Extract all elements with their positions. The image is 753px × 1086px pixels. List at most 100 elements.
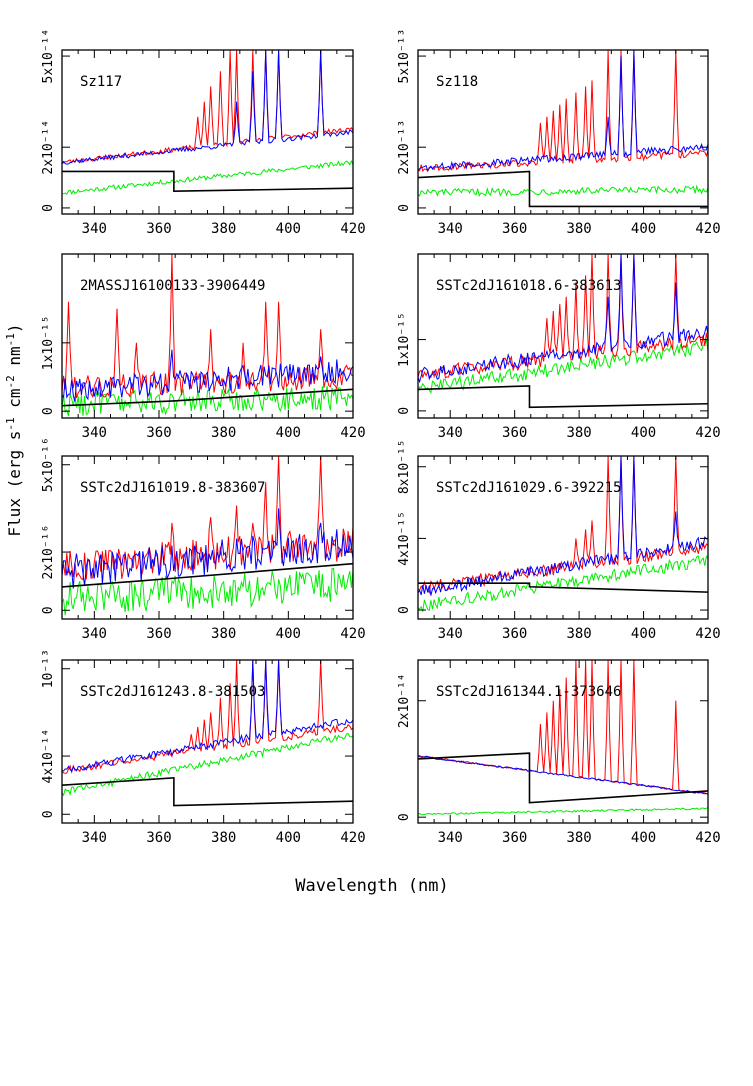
x-tick-label: 400 <box>631 221 656 237</box>
chart-panel: 340 360 380 400 420 0 4x10⁻¹⁴ 10⁻¹³ SSTc2dJ16124… <box>41 649 366 846</box>
series-group <box>418 456 708 612</box>
y-tick-label: 0 <box>397 204 412 212</box>
x-tick-label: 360 <box>146 425 171 441</box>
panel-title: SSTc2dJ161243.8-381503 <box>80 684 265 700</box>
y-tick-label: 2x10⁻¹⁴ <box>41 120 56 175</box>
y-tick-label: 4x10⁻¹⁴ <box>41 729 56 784</box>
series-line-blue <box>418 254 708 384</box>
x-tick-label: 420 <box>695 626 720 642</box>
chart-panel: 340 360 380 400 420 0 1x10⁻¹⁵ 2MASSJ16100133-39… <box>41 253 366 441</box>
y-tick-label: 0 <box>41 810 56 818</box>
x-tick-label: 400 <box>631 425 656 441</box>
panel-title: 2MASSJ16100133-3906449 <box>80 278 265 294</box>
series-group <box>62 456 353 616</box>
y-tick-label: 4x10⁻¹⁵ <box>397 511 412 566</box>
y-label-sup: -1 <box>4 333 17 346</box>
x-tick-label: 380 <box>566 830 591 846</box>
x-tick-label: 400 <box>276 830 301 846</box>
series-line-blue <box>418 456 708 596</box>
series-line-blue <box>62 50 353 165</box>
x-tick-label: 360 <box>502 830 527 846</box>
series-line-green <box>62 732 353 797</box>
chart-panel: 340 360 380 400 420 0 2x10⁻¹³ 5x10⁻¹³ Sz118 <box>397 29 721 237</box>
x-tick-label: 400 <box>631 830 656 846</box>
x-tick-label: 400 <box>631 626 656 642</box>
panel-title: SSTc2dJ161344.1-373646 <box>436 684 621 700</box>
x-tick-label: 360 <box>502 626 527 642</box>
series-line-blue <box>418 755 708 795</box>
y-label-part: ) <box>5 323 24 333</box>
x-tick-label: 400 <box>276 425 301 441</box>
panel-title: Sz117 <box>80 74 122 90</box>
series-line-green <box>418 184 708 198</box>
x-tick-label: 360 <box>146 626 171 642</box>
x-tick-label: 360 <box>146 830 171 846</box>
chart-panel: 340 360 380 400 420 0 1x10⁻¹⁵ SSTc2dJ161018.6-3… <box>397 253 721 441</box>
y-tick-label: 0 <box>41 407 56 415</box>
series-line-blue <box>418 50 708 172</box>
model-line <box>62 388 353 407</box>
model-line <box>418 752 708 804</box>
x-tick-label: 380 <box>566 425 591 441</box>
x-tick-label: 380 <box>566 221 591 237</box>
x-tick-label: 340 <box>82 626 107 642</box>
x-tick-label: 420 <box>695 830 720 846</box>
y-tick-label: 0 <box>41 606 56 614</box>
x-tick-label: 380 <box>211 626 236 642</box>
series-group <box>418 254 708 409</box>
series-group <box>418 660 708 816</box>
series-line-green <box>418 807 708 816</box>
model-line <box>62 170 353 193</box>
chart-panel: 340 360 380 400 420 0 2x10⁻¹⁶ 5x10⁻¹⁶ SSTc2dJ161… <box>41 437 366 642</box>
y-tick-label: 0 <box>397 606 412 614</box>
y-tick-label: 1x10⁻¹⁵ <box>397 312 412 367</box>
x-tick-label: 340 <box>82 425 107 441</box>
y-tick-label: 5x10⁻¹³ <box>397 29 412 84</box>
y-tick-label: 0 <box>41 204 56 212</box>
series-group <box>62 50 353 196</box>
model-line <box>62 562 353 588</box>
x-tick-label: 420 <box>340 626 365 642</box>
series-line-blue <box>62 349 353 402</box>
x-tick-label: 340 <box>438 221 463 237</box>
y-tick-label: 5x10⁻¹⁶ <box>41 437 56 492</box>
x-tick-label: 420 <box>695 425 720 441</box>
y-tick-label: 5x10⁻¹⁴ <box>41 29 56 84</box>
model-line <box>418 582 708 593</box>
y-label-part: cm <box>5 388 24 417</box>
x-tick-label: 340 <box>438 830 463 846</box>
series-line-red <box>62 50 353 165</box>
x-tick-label: 400 <box>276 221 301 237</box>
x-tick-label: 340 <box>82 830 107 846</box>
panel-title: SSTc2dJ161029.6-392215 <box>436 480 621 496</box>
x-tick-label: 340 <box>438 425 463 441</box>
y-tick-label: 2x10⁻¹³ <box>397 120 412 175</box>
y-label-part: nm <box>5 346 24 375</box>
series-line-red <box>62 660 353 774</box>
panels: 340 360 380 400 420 0 2x10⁻¹⁴ 5x10⁻¹⁴ Sz117 340 36… <box>41 29 721 846</box>
series-line-green <box>62 159 353 196</box>
y-tick-label: 8x10⁻¹⁵ <box>397 439 412 494</box>
x-tick-label: 360 <box>146 221 171 237</box>
model-line <box>62 777 353 807</box>
series-line-green <box>62 385 353 417</box>
x-tick-label: 420 <box>695 221 720 237</box>
x-tick-label: 340 <box>438 626 463 642</box>
model-line <box>418 385 708 409</box>
x-tick-label: 420 <box>340 221 365 237</box>
series-group <box>418 50 708 208</box>
y-tick-label: 2x10⁻¹⁶ <box>41 525 56 580</box>
y-label-sup: -2 <box>4 375 17 388</box>
y-tick-label: 0 <box>397 813 412 821</box>
series-group <box>62 254 353 417</box>
y-tick-label: 2x10⁻¹⁴ <box>397 673 412 728</box>
series-line-green <box>62 567 353 616</box>
series-line-blue <box>62 508 353 589</box>
y-axis-label: Flux (erg s-1 cm-2 nm-1) <box>4 323 24 536</box>
y-tick-label: 0 <box>397 407 412 415</box>
panel-title: SSTc2dJ161018.6-383613 <box>436 278 621 294</box>
x-tick-label: 420 <box>340 425 365 441</box>
y-tick-label: 1x10⁻¹⁵ <box>41 315 56 370</box>
chart-panel: 340 360 380 400 420 0 4x10⁻¹⁵ 8x10⁻¹⁵ SSTc2dJ161… <box>397 439 721 642</box>
